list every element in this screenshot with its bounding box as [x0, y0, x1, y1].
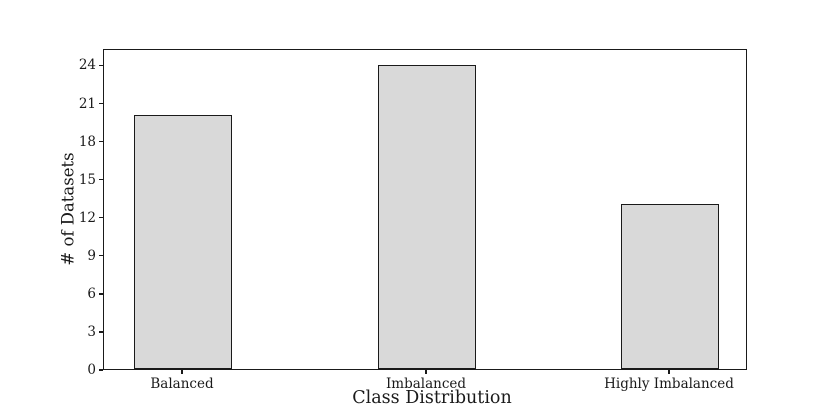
y-tick-label: 9 — [87, 247, 96, 264]
y-tick-mark — [99, 102, 103, 105]
y-tick-mark — [99, 217, 103, 219]
plot-area — [103, 49, 747, 370]
bar-highly-imbalanced — [621, 204, 719, 369]
y-tick-mark — [99, 140, 103, 143]
y-tick-mark — [99, 369, 103, 371]
bar-imbalanced — [378, 64, 477, 369]
y-tick-label: 15 — [78, 171, 96, 188]
x-tick-label: Highly Imbalanced — [604, 376, 734, 392]
y-tick-label: 0 — [87, 362, 96, 378]
y-tick-label: 6 — [87, 285, 96, 302]
y-tick-mark — [99, 179, 103, 181]
y-tick-mark — [99, 64, 103, 67]
y-tick-label: 24 — [78, 57, 96, 74]
x-tick-mark — [668, 370, 670, 374]
y-tick-label: 3 — [87, 323, 96, 340]
x-tick-mark — [181, 370, 183, 374]
x-axis-label: Class Distribution — [352, 388, 512, 408]
x-tick-label: Balanced — [150, 376, 214, 392]
y-tick-label: 18 — [78, 133, 96, 150]
x-tick-mark — [425, 370, 427, 374]
y-tick-label: 21 — [78, 95, 96, 112]
x-tick-label: Imbalanced — [385, 376, 467, 392]
bar-balanced — [134, 115, 233, 369]
y-tick-mark — [99, 255, 103, 257]
y-tick-label: 12 — [78, 209, 96, 226]
y-tick-mark — [99, 293, 103, 295]
y-tick-mark — [99, 331, 103, 333]
y-axis-label: # of Datasets — [58, 152, 78, 266]
